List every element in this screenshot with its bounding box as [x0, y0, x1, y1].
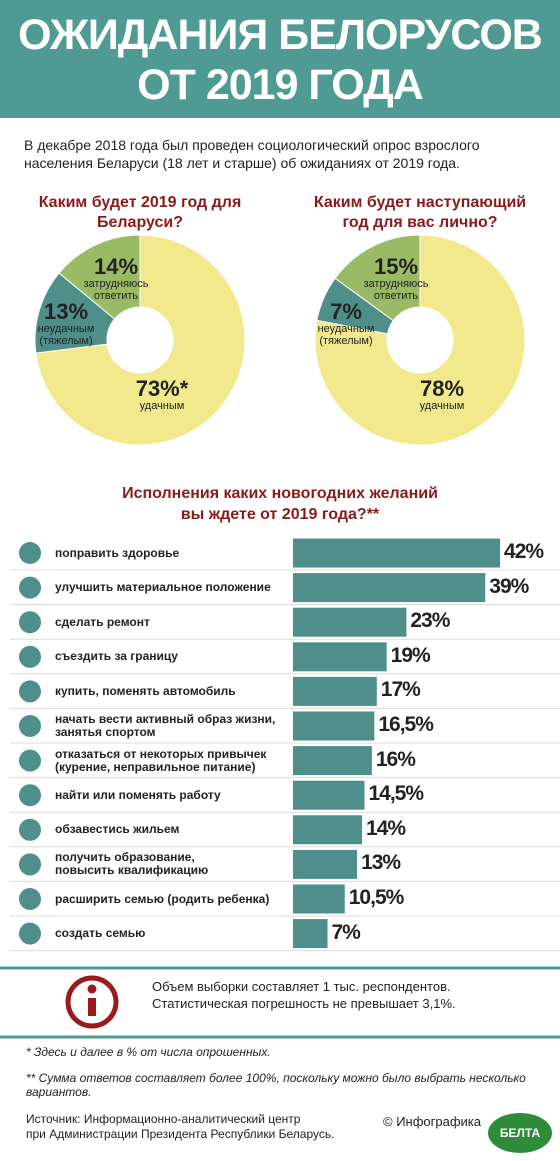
- bar: [293, 573, 486, 603]
- category-label: получить образование, повысить квалифика…: [55, 850, 209, 878]
- title: ОЖИДАНИЯ БЕЛОРУСОВ ОТ 2019 ГОДА: [18, 11, 543, 109]
- bar: [293, 642, 387, 672]
- value-label: 15%: [373, 254, 419, 279]
- icon: [19, 784, 41, 807]
- info-text: Объем выборки составляет 1 тыс. респонде…: [152, 979, 456, 1011]
- icon: [19, 818, 41, 841]
- bar: [293, 746, 372, 776]
- icon: [19, 645, 41, 668]
- value-label: 16%: [375, 747, 416, 771]
- category-label: отказаться от некоторых привычек (курени…: [55, 746, 267, 774]
- donut-slice: [34, 272, 116, 354]
- value-label: 14,5%: [368, 782, 424, 806]
- icon: [19, 611, 41, 634]
- category-label: начать вести активный образ жизни, занят…: [55, 712, 276, 739]
- bar: [293, 919, 328, 949]
- category-label: съездить за границу: [55, 649, 178, 664]
- value-label: 78%: [419, 376, 465, 401]
- slice-label: затрудняюсь ответить: [363, 278, 429, 302]
- source: Источник: Информационно-аналитический це…: [26, 1112, 335, 1141]
- category-label: найти или поменять работу: [55, 787, 221, 802]
- donut-slice: [35, 234, 246, 446]
- value-label: 73%*: [135, 376, 189, 401]
- value-label: 7%: [330, 299, 362, 324]
- icon: [19, 542, 41, 564]
- header-band: [0, 0, 560, 118]
- icon: [19, 680, 41, 703]
- value-label: 13%: [361, 851, 401, 875]
- icon: [19, 888, 41, 910]
- bar: [293, 815, 363, 845]
- category-label: поправить здоровье: [55, 545, 180, 560]
- category-label: сделать ремонт: [55, 614, 150, 629]
- info-icon: [88, 998, 96, 1016]
- value-label: 23%: [410, 609, 450, 633]
- bar: [293, 849, 358, 879]
- bar: [293, 884, 345, 914]
- logo: [488, 1113, 552, 1153]
- icon: [19, 922, 41, 945]
- intro: В декабре 2018 года был проведен социоло…: [24, 137, 480, 171]
- chart-title: Каким будет 2019 год для Беларуси?: [38, 194, 242, 231]
- icon: [19, 715, 41, 737]
- slice-label: удачным: [139, 400, 185, 412]
- icon: [19, 749, 41, 772]
- credit: © Инфографика: [383, 1114, 482, 1129]
- value-label: 17%: [380, 678, 421, 702]
- logo-text: БЕЛТА: [499, 1126, 541, 1140]
- value-label: 14%: [366, 816, 406, 840]
- value-label: 10,5%: [348, 886, 405, 909]
- footnote: ** Сумма ответов составляет более 100%, …: [26, 1071, 526, 1099]
- slice-label: удачным: [419, 400, 465, 412]
- value-label: 14%: [93, 254, 139, 279]
- category-label: расширить семью (родить ребенка): [55, 891, 270, 906]
- footnote: * Здесь и далее в % от числа опрошенных.: [26, 1045, 271, 1059]
- chart-title: Исполнения каких новогодних желаний вы ж…: [122, 485, 438, 523]
- category-label: обзавестись жильем: [55, 822, 180, 837]
- value-label: 39%: [489, 574, 529, 598]
- info-icon: [65, 975, 119, 1029]
- donut-slice: [334, 234, 421, 322]
- value-label: 42%: [504, 540, 544, 563]
- value-label: 19%: [390, 643, 431, 667]
- category-label: создать семью: [55, 926, 146, 941]
- donut-slice: [314, 234, 526, 446]
- slice-label: неудачным (тяжелым): [317, 323, 375, 347]
- chart-title: Каким будет наступающий год для вас личн…: [313, 194, 527, 231]
- info-icon: [87, 984, 97, 994]
- icon: [19, 853, 41, 876]
- donut-slice: [58, 234, 141, 320]
- value-label: 7%: [331, 920, 361, 944]
- bar: [293, 711, 375, 741]
- bar: [293, 780, 365, 810]
- value-label: 16,5%: [378, 713, 434, 736]
- category-label: улучшить материальное положение: [55, 580, 271, 595]
- category-label: купить, поменять автомобиль: [55, 683, 236, 698]
- bar: [293, 676, 377, 706]
- slice-label: неудачным (тяжелым): [37, 323, 95, 347]
- value-label: 13%: [43, 299, 89, 324]
- slice-label: затрудняюсь ответить: [83, 278, 149, 302]
- icon: [19, 576, 41, 599]
- bar: [293, 607, 407, 637]
- bar: [293, 538, 501, 568]
